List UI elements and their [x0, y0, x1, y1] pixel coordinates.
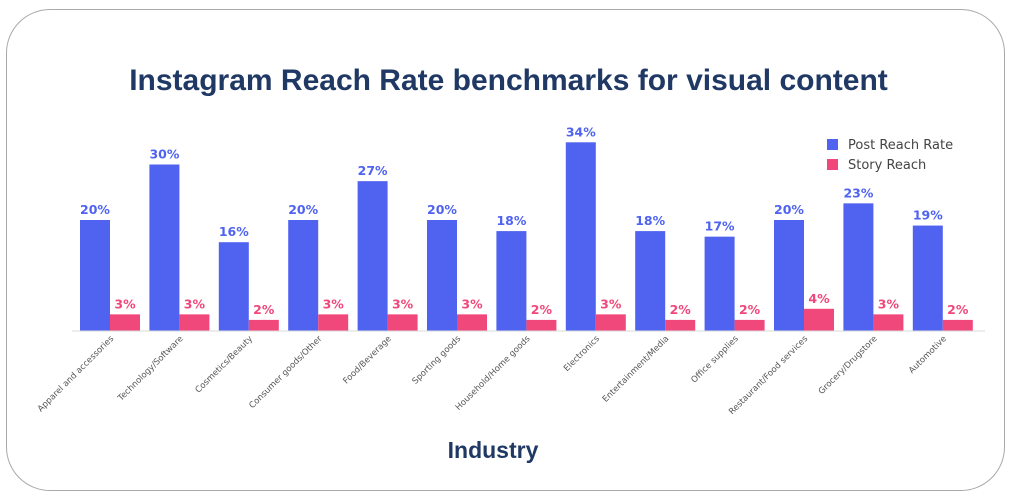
x-axis-title: Industry — [447, 437, 539, 463]
story-reach-value-label: 3% — [114, 296, 136, 311]
story-reach-value-label: 2% — [739, 302, 761, 317]
post-reach-value-label: 23% — [843, 185, 873, 200]
category-tick-label: Food/Beverage — [341, 334, 393, 386]
story-reach-bar — [804, 308, 834, 331]
post-reach-bar — [427, 220, 457, 331]
post-reach-value-label: 16% — [219, 224, 249, 239]
bars: 20% 3% 30% 3% 16% 2% 20% 3% 27% 3% 20% 3% 18% 2% 34% 3%… — [80, 124, 973, 331]
post-reach-bar — [496, 231, 527, 331]
story-reach-value-label: 2% — [947, 302, 969, 317]
post-reach-value-label: 20% — [774, 202, 804, 217]
category-tick-label: Entertainment/Media — [601, 334, 672, 405]
story-reach-bar — [457, 314, 487, 331]
post-reach-value-label: 19% — [913, 208, 943, 223]
post-reach-bar — [565, 142, 596, 331]
story-reach-bar — [526, 319, 557, 331]
story-reach-bar — [595, 314, 626, 331]
story-reach-value-label: 2% — [531, 302, 553, 317]
story-reach-bar — [873, 314, 904, 331]
category-tick-label: Consumer goods/Other — [247, 334, 324, 411]
story-reach-bar — [734, 319, 765, 331]
post-reach-value-label: 20% — [288, 202, 318, 217]
post-reach-value-label: 20% — [80, 202, 110, 217]
story-reach-value-label: 2% — [253, 302, 275, 317]
legend: Post Reach Rate Story Reach — [827, 138, 953, 173]
category-tick-label: Grocery/Drugstore — [817, 334, 880, 397]
story-reach-value-label: 2% — [670, 302, 692, 317]
post-reach-bar — [704, 236, 735, 331]
category-tick-label: Sporting goods — [411, 334, 464, 387]
post-reach-value-label: 17% — [705, 219, 735, 234]
story-reach-value-label: 3% — [878, 296, 900, 311]
category-tick-label: Restaurant/Food services — [727, 334, 810, 417]
story-reach-value-label: 4% — [808, 291, 830, 306]
story-reach-value-label: 3% — [600, 296, 622, 311]
post-reach-value-label: 27% — [358, 163, 388, 178]
story-reach-bar — [248, 319, 279, 331]
post-reach-value-label: 18% — [635, 213, 665, 228]
post-reach-value-label: 34% — [566, 124, 596, 139]
post-reach-bar — [843, 203, 874, 331]
post-reach-bar — [357, 181, 388, 331]
post-reach-value-label: 30% — [149, 147, 179, 162]
post-reach-bar — [218, 242, 249, 331]
category-tick-label: Cosmetics/Beauty — [194, 334, 255, 395]
chart-title: Instagram Reach Rate benchmarks for visu… — [129, 64, 888, 97]
story-reach-value-label: 3% — [392, 296, 414, 311]
story-reach-value-label: 3% — [461, 296, 483, 311]
category-tick-label: Technology/Software — [116, 334, 186, 404]
story-reach-bar — [387, 314, 418, 331]
post-reach-bar — [149, 164, 180, 331]
story-reach-value-label: 3% — [323, 296, 345, 311]
post-reach-bar — [80, 220, 110, 331]
story-reach-bar — [318, 314, 349, 331]
legend-swatch-post-reach — [827, 139, 838, 150]
legend-swatch-story-reach — [827, 159, 838, 170]
legend-label-post-reach: Post Reach Rate — [848, 138, 953, 153]
post-reach-bar — [774, 220, 804, 331]
post-reach-bar — [912, 225, 943, 331]
story-reach-bar — [179, 314, 210, 331]
story-reach-bar — [110, 314, 140, 331]
post-reach-bar — [288, 220, 319, 331]
category-tick-label: Household/Home goods — [454, 334, 533, 413]
post-reach-value-label: 18% — [496, 213, 526, 228]
story-reach-value-label: 3% — [184, 296, 206, 311]
story-reach-bar — [942, 319, 973, 331]
story-reach-bar — [665, 319, 696, 331]
post-reach-bar — [635, 231, 666, 331]
tick-labels: Apparel and accessories Technology/Softwa… — [36, 334, 949, 417]
post-reach-value-label: 20% — [427, 202, 457, 217]
category-tick-label: Electronics — [562, 334, 602, 374]
category-tick-label: Office supplies — [689, 334, 741, 386]
category-tick-label: Apparel and accessories — [36, 334, 117, 415]
category-tick-label: Automotive — [907, 334, 949, 376]
legend-label-story-reach: Story Reach — [848, 158, 926, 173]
